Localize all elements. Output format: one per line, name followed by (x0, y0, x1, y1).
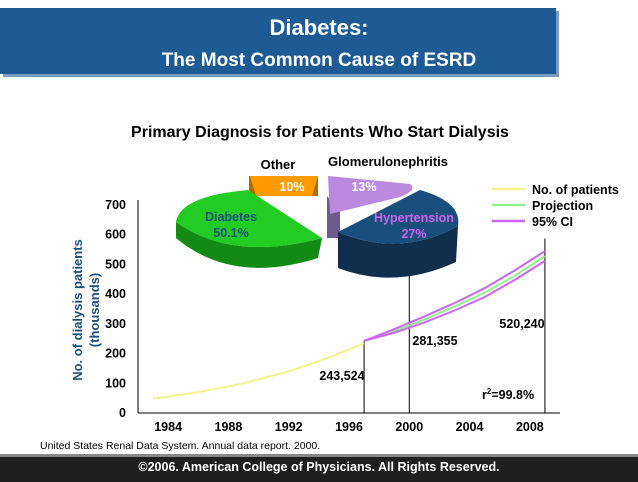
y-axis-label-line2: (thousands) (87, 273, 102, 347)
series-line-0 (152, 342, 365, 400)
x-tick-label: 1996 (335, 420, 363, 434)
footer-bar (0, 454, 638, 482)
pie-value-other: 10% (279, 180, 304, 194)
pie-side-diabetes (176, 222, 322, 268)
pie-slice-diabetes (176, 190, 322, 247)
copyright-footer: ©2006. American College of Physicians. A… (138, 460, 500, 474)
pie-value-hypertension: 27% (401, 227, 426, 241)
slide-title: Diabetes: (269, 15, 369, 40)
slide-subtitle: The Most Common Cause of ESRD (161, 50, 477, 71)
x-tick-label: 1992 (275, 420, 303, 434)
pie-slice-other (250, 176, 318, 196)
y-tick-label: 0 (119, 406, 126, 420)
chart-title: Primary Diagnosis for Patients Who Start… (131, 124, 509, 141)
marker-2009-label: 520,240 (499, 317, 544, 331)
y-tick-label: 700 (105, 198, 126, 212)
legend-label-ci: 95% CI (532, 215, 573, 229)
pie-value-glomerulonephritis: 13% (351, 180, 376, 194)
pie-label-diabetes: Diabetes (205, 210, 257, 224)
x-tick-label: 1988 (215, 420, 243, 434)
y-tick-label: 500 (105, 257, 126, 271)
y-tick-label: 400 (105, 287, 126, 301)
pie-label-hypertension: Hypertension (374, 211, 454, 225)
y-axis-label-line1: No. of dialysis patients (70, 239, 85, 381)
legend-label-patients: No. of patients (532, 183, 619, 197)
y-tick-label: 600 (105, 228, 126, 242)
pie-slice-glomerulonephritis (328, 176, 413, 214)
pie-value-diabetes: 50.1% (213, 226, 248, 240)
marker-2000-label: 281,355 (412, 334, 457, 348)
source-citation: United States Renal Data System. Annual … (40, 440, 321, 452)
legend-label-projection: Projection (532, 199, 593, 213)
x-tick-label: 2008 (516, 420, 544, 434)
pie-label-other: Other (261, 157, 296, 172)
title-banner (0, 8, 556, 74)
pie-chart: Other 10% Glomerulonephritis 13% Hyperte… (176, 154, 459, 278)
pie-slice-hypertension (338, 190, 459, 244)
x-tick-label: 1984 (154, 420, 182, 434)
y-tick-label: 100 (105, 376, 126, 390)
series-line-3 (363, 260, 546, 342)
start-value-label: 243,524 (319, 369, 364, 383)
x-tick-label: 2004 (456, 420, 484, 434)
pie-label-glomerulonephritis: Glomerulonephritis (328, 154, 448, 169)
y-tick-label: 300 (105, 317, 126, 331)
y-tick-label: 200 (105, 347, 126, 361)
series-line-2 (363, 250, 546, 342)
x-tick-label: 2000 (395, 420, 423, 434)
pie-side-hypertension (338, 226, 458, 278)
r-squared-label: r2=99.8% (482, 387, 534, 402)
series-line-1 (363, 255, 546, 342)
legend: No. of patients Projection 95% CI (492, 183, 619, 229)
